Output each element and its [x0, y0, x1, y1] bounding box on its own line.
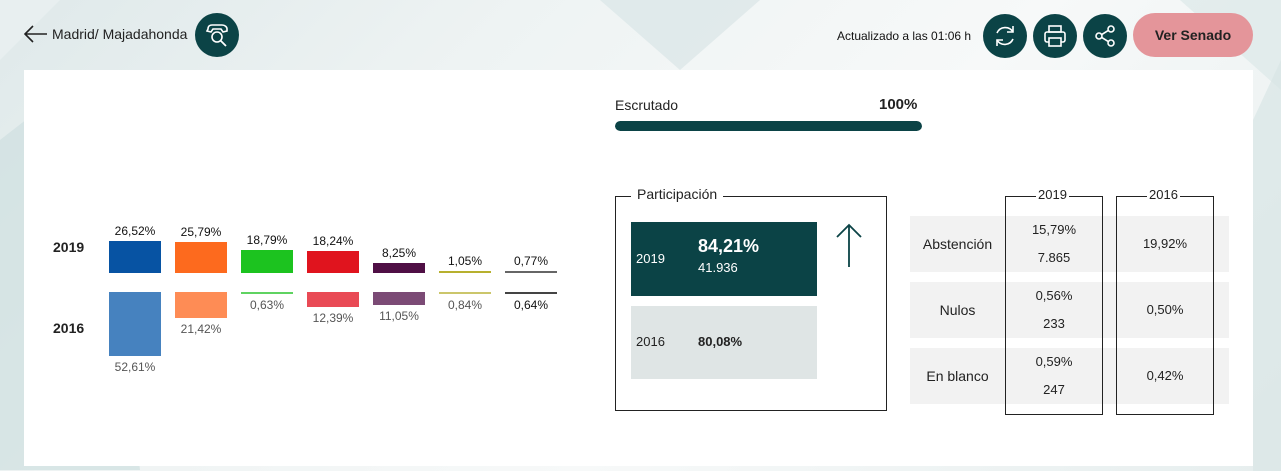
- bar-2016: [241, 292, 293, 294]
- column-title-2019: 2019: [1036, 187, 1069, 202]
- bar-2019: [175, 241, 227, 273]
- phone-search-icon: [205, 24, 228, 47]
- scrutiny-value: 100%: [879, 96, 918, 113]
- bar-2016: [307, 292, 359, 308]
- participation-pct: 80,08%: [698, 334, 743, 349]
- participation-2019: 2019 84,21% 41.936: [631, 222, 817, 296]
- bar-label-2016: 0,64%: [513, 298, 549, 312]
- stat-pct-2016: 19,92%: [1142, 236, 1188, 251]
- bar-label-2019: 26,52%: [114, 224, 156, 238]
- stat-pct-2016: 0,50%: [1146, 302, 1184, 317]
- scrutiny-progress-bar: [615, 121, 922, 131]
- phone-search-button[interactable]: [195, 13, 239, 57]
- participation-pct: 84,21%: [698, 236, 760, 256]
- share-icon: [1095, 25, 1115, 47]
- bar-2019: [439, 271, 491, 273]
- bar-label-2016: 21,42%: [180, 322, 222, 337]
- bar-label-2019: 8,25%: [381, 246, 417, 261]
- bar-2016: [109, 292, 161, 356]
- bar-label-2019: 1,05%: [447, 254, 483, 268]
- bar-2019: [307, 250, 359, 273]
- stat-pct-2019: 0,56%: [1035, 288, 1073, 303]
- bar-label-2016: 11,05%: [379, 309, 419, 324]
- back-arrow-icon: [23, 25, 47, 43]
- participation-2016: 2016 80,08%: [631, 306, 817, 379]
- bar-label-2016: 12,39%: [312, 311, 354, 326]
- bar-label-2019: 18,79%: [246, 233, 288, 248]
- bar-label-2019: 0,77%: [513, 254, 549, 268]
- bar-2016: [373, 292, 425, 306]
- arrow-up-icon: [836, 223, 862, 267]
- stat-pct-2019: 0,59%: [1035, 354, 1073, 369]
- bar-label-2016: 52,61%: [114, 360, 156, 374]
- stat-votes-2019: 247: [1043, 382, 1065, 397]
- stat-votes-2019: 7.865: [1037, 250, 1071, 265]
- share-button[interactable]: [1083, 14, 1127, 58]
- participation-year: 2016: [636, 334, 665, 349]
- ver-senado-button[interactable]: Ver Senado: [1133, 13, 1253, 57]
- refresh-button[interactable]: [983, 14, 1027, 58]
- participation-year: 2019: [636, 251, 665, 266]
- stat-votes-2019: 233: [1043, 316, 1065, 331]
- bar-2019: [373, 263, 425, 273]
- bar-2016: [505, 292, 557, 294]
- bar-label-2016: 0,63%: [249, 298, 285, 312]
- location-label: Madrid/ Majadahonda: [52, 26, 188, 42]
- refresh-icon: [996, 26, 1014, 46]
- bar-2016: [439, 292, 491, 294]
- bar-2019: [109, 241, 161, 273]
- back-link[interactable]: Madrid/ Majadahonda: [22, 24, 187, 44]
- year-label-2019: 2019: [53, 239, 85, 255]
- bar-label-2016: 0,84%: [447, 298, 483, 312]
- bar-2016: [175, 292, 227, 319]
- participation-votes: 41.936: [698, 260, 738, 275]
- column-2016: [1116, 196, 1214, 415]
- stat-name: En blanco: [926, 368, 989, 384]
- bar-label-2019: 25,79%: [180, 224, 222, 239]
- column-title-2016: 2016: [1147, 187, 1180, 202]
- participation-box: [615, 196, 887, 411]
- scrutiny-label: Escrutado: [615, 97, 679, 113]
- bar-2019: [241, 250, 293, 273]
- bar-label-2019: 18,24%: [312, 233, 354, 248]
- stat-pct-2019: 15,79%: [1031, 222, 1077, 237]
- updated-time: Actualizado a las 01:06 h: [837, 29, 972, 43]
- bar-2019: [505, 271, 557, 273]
- print-icon: [1044, 25, 1066, 47]
- participation-title: Participación: [631, 186, 724, 202]
- stat-name: Abstención: [922, 236, 993, 252]
- print-button[interactable]: [1033, 14, 1077, 58]
- stat-name: Nulos: [939, 302, 976, 318]
- year-label-2016: 2016: [53, 320, 85, 336]
- stat-pct-2016: 0,42%: [1146, 368, 1184, 383]
- column-2019: [1005, 196, 1103, 415]
- scrutiny-progress-fill: [615, 121, 922, 131]
